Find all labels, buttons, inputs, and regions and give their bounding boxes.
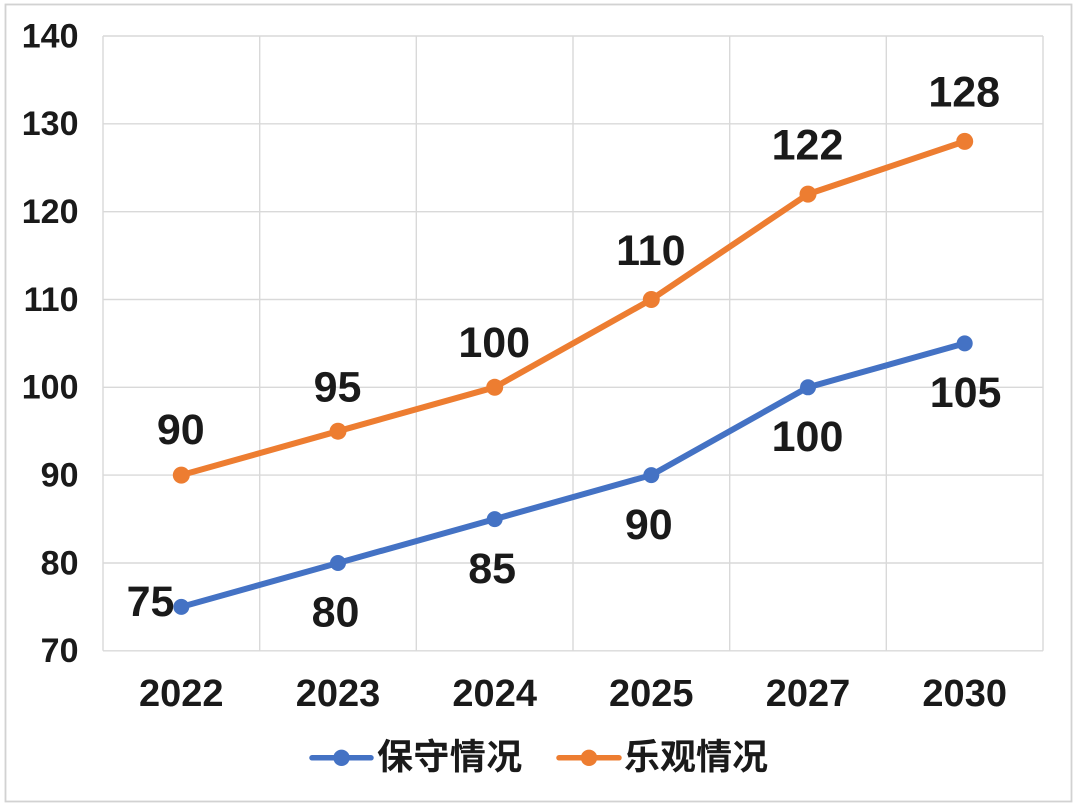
svg-text:122: 122 [772,122,844,170]
svg-text:90: 90 [157,406,205,454]
svg-text:90: 90 [41,457,79,495]
svg-text:2025: 2025 [609,673,694,715]
svg-text:120: 120 [22,193,79,231]
svg-text:2022: 2022 [139,673,224,715]
svg-text:95: 95 [314,363,362,411]
svg-text:110: 110 [616,227,685,275]
svg-text:90: 90 [625,501,673,549]
svg-text:80: 80 [312,589,360,637]
svg-text:140: 140 [22,17,79,55]
svg-text:2030: 2030 [922,673,1007,715]
svg-text:70: 70 [41,632,79,670]
svg-text:105: 105 [930,369,1002,417]
svg-text:2023: 2023 [296,673,381,715]
svg-text:100: 100 [772,413,844,461]
svg-text:2027: 2027 [766,673,851,715]
svg-text:130: 130 [22,105,79,143]
svg-text:100: 100 [458,319,530,367]
svg-text:110: 110 [24,281,79,319]
svg-text:80: 80 [41,544,79,582]
svg-text:128: 128 [928,68,1000,116]
svg-text:75: 75 [127,578,175,626]
svg-text:85: 85 [468,545,516,593]
svg-text:100: 100 [22,369,79,407]
svg-text:2024: 2024 [452,673,537,715]
